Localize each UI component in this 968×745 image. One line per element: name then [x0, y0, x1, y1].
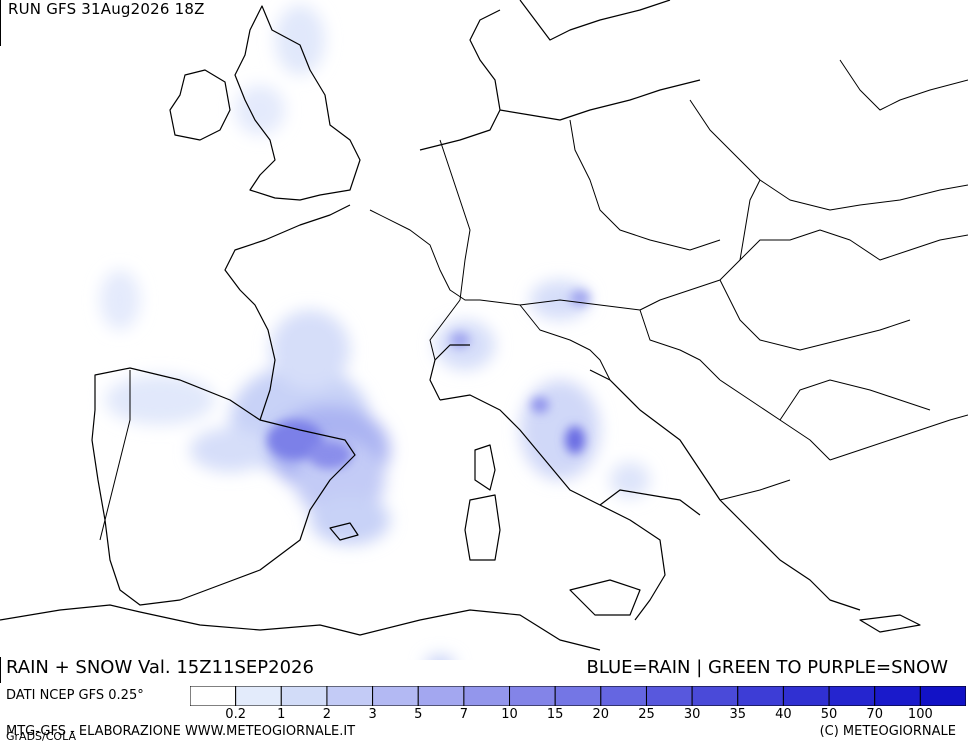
colorbar-swatch [782, 686, 830, 706]
header-tick [0, 0, 1, 46]
country-borders [99, 59, 968, 541]
colorbar-label: 15 [546, 707, 564, 722]
coastlines [0, 0, 921, 651]
colorbar-swatch [280, 686, 328, 706]
colorbar-label: 40 [775, 707, 792, 722]
valid-time-caption: RAIN + SNOW Val. 15Z11SEP2026 [6, 657, 314, 678]
colorbar-swatch [554, 686, 602, 706]
footer-grads: GrADS/COLA [6, 730, 76, 743]
colorbar-label: 70 [866, 707, 883, 722]
footer-credit: MTG-GFS - ELABORAZIONE WWW.METEOGIORNALE… [6, 724, 356, 739]
colorbar [190, 686, 966, 706]
colorbar-swatch [737, 686, 784, 706]
precipitation-shading [100, 5, 650, 660]
colorbar-swatch [190, 686, 237, 706]
colorbar-swatch [509, 686, 556, 706]
colorbar-label: 7 [459, 707, 469, 722]
colorbar-swatch [235, 686, 282, 706]
colorbar-label: 3 [368, 707, 377, 722]
colorbar-swatch [645, 686, 693, 706]
footer-copyright: (C) METEOGIORNALE [819, 724, 956, 739]
colorbar-label: 20 [592, 707, 610, 722]
colorbar-label: 0.2 [225, 707, 246, 722]
colorbar-swatch [691, 686, 739, 706]
colorbar-label: 2 [322, 707, 332, 722]
caption-tick [0, 657, 1, 683]
colorbar-labels: 0.2 1 2 3 5 7 10 15 20 25 30 35 40 50 70 100 [190, 707, 966, 723]
colorbar-swatch [919, 686, 966, 706]
colorbar-label: 10 [501, 707, 518, 722]
colorbar-label: 100 [907, 707, 933, 722]
precipitation-map [0, 0, 968, 660]
colorbar-swatch [828, 686, 876, 706]
colorbar-label: 30 [683, 707, 701, 722]
colorbar-swatch [326, 686, 374, 706]
colorbar-label: 5 [414, 707, 423, 722]
colorbar-swatch [417, 686, 465, 706]
colorbar-swatch [600, 686, 647, 706]
colorbar-label: 25 [638, 707, 655, 722]
colorbar-swatch [463, 686, 511, 706]
legend-caption: BLUE=RAIN | GREEN TO PURPLE=SNOW [586, 657, 949, 678]
data-source-label: DATI NCEP GFS 0.25° [6, 688, 144, 703]
colorbar-swatch [874, 686, 921, 706]
colorbar-label: 50 [820, 707, 838, 722]
run-title: RUN GFS 31Aug2026 18Z [6, 0, 207, 19]
colorbar-swatch [372, 686, 419, 706]
colorbar-label: 1 [277, 707, 286, 722]
colorbar-label: 35 [729, 707, 747, 722]
